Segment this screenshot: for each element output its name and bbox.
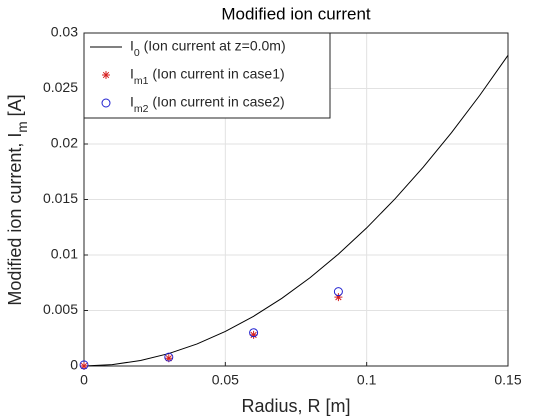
data-point xyxy=(164,352,174,362)
legend-label: Im1 (Ion current in case1) xyxy=(130,66,285,87)
legend-label: Im2 (Ion current in case2) xyxy=(130,94,285,115)
x-axis-label: Radius, R [m] xyxy=(241,396,350,416)
x-tick-label: 0.15 xyxy=(494,372,521,388)
legend: I0 (Ion current at z=0.0m) Im1 (Ion curre… xyxy=(83,32,331,119)
x-tick-label: 0.05 xyxy=(212,372,239,388)
data-point xyxy=(249,328,259,338)
y-tick-label: 0.005 xyxy=(43,301,78,317)
y-tick-label: 0.015 xyxy=(43,190,78,206)
x-tick-label: 0.1 xyxy=(357,372,377,388)
data-point xyxy=(249,330,258,339)
legend-label: I0 (Ion current at z=0.0m) xyxy=(130,38,286,59)
data-point xyxy=(80,362,88,370)
chart-title: Modified ion current xyxy=(221,4,371,23)
legend-box xyxy=(83,32,331,119)
data-point xyxy=(334,293,343,302)
data-point xyxy=(79,360,89,370)
y-tick-label: 0.02 xyxy=(51,135,78,151)
data-point xyxy=(333,287,343,297)
x-tick-label: 0 xyxy=(80,372,88,388)
y-tick-label: 0.025 xyxy=(43,79,78,95)
y-tick-label: 0.03 xyxy=(51,24,78,40)
legend-swatch xyxy=(101,98,111,108)
data-point xyxy=(164,354,173,363)
data-line xyxy=(83,55,509,367)
legend-swatch xyxy=(102,71,110,79)
y-tick-label: 0.01 xyxy=(51,246,78,262)
y-tick-label: 0 xyxy=(70,357,78,373)
